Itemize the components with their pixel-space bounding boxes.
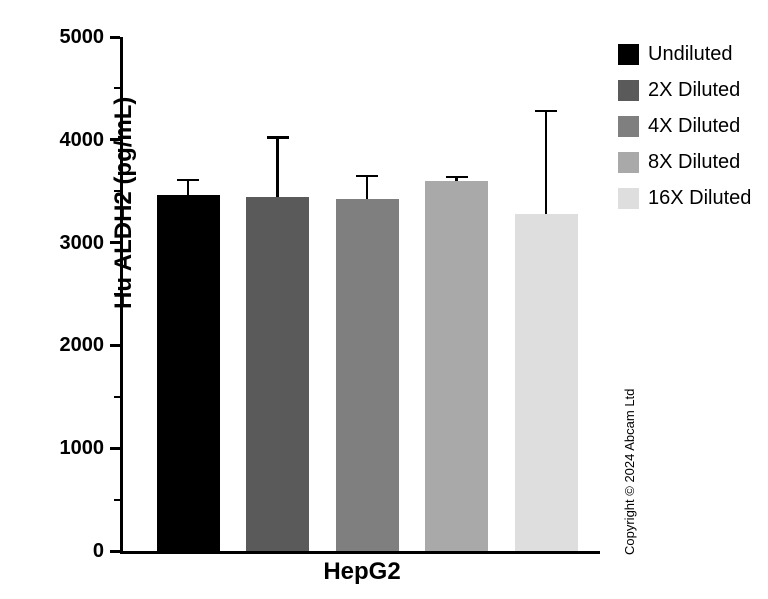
y-axis-title: Hu ALDH2 (pg/mL): [110, 96, 138, 309]
error-bar-line: [276, 137, 279, 198]
error-bar-line: [455, 176, 458, 181]
copyright-note: Copyright © 2024 Abcam Ltd: [622, 388, 637, 555]
bar-16x-diluted: [514, 213, 578, 551]
bar-4x-diluted: [335, 199, 399, 551]
y-tick-label: 4000: [59, 128, 105, 151]
error-bar-cap: [266, 136, 289, 139]
error-bar-line: [365, 175, 369, 200]
x-axis-title: HepG2: [323, 558, 401, 585]
y-major-tick: [110, 549, 120, 553]
y-tick-label: 2000: [59, 334, 105, 357]
legend-label: 4X Diluted: [648, 115, 741, 137]
y-major-tick: [110, 241, 120, 245]
y-minor-tick: [114, 190, 120, 193]
legend-item: 2X Diluted: [618, 79, 751, 101]
legend-label: 8X Diluted: [648, 151, 741, 173]
error-bar-line: [186, 179, 190, 196]
y-major-tick: [110, 446, 120, 450]
y-minor-tick: [114, 498, 120, 501]
legend-item: Undiluted: [618, 43, 751, 65]
legend-label: 16X Diluted: [648, 187, 752, 209]
y-tick-label: 1000: [59, 437, 105, 460]
y-minor-tick: [114, 87, 120, 90]
legend: Undiluted 2X Diluted 4X Diluted 8X Diluted 1…: [618, 43, 752, 224]
error-bar-cap: [356, 174, 378, 178]
y-tick-label: 0: [92, 540, 104, 562]
error-bar-cap: [535, 109, 557, 113]
bar-8x-diluted: [425, 180, 488, 551]
bar-undiluted: [156, 195, 220, 551]
legend-swatch: [618, 116, 639, 137]
y-major-tick: [110, 35, 120, 39]
error-bar-cap: [445, 175, 468, 179]
y-minor-tick: [114, 395, 120, 398]
legend-swatch: [618, 44, 639, 65]
legend-label: 2X Diluted: [648, 79, 741, 101]
legend-item: 4X Diluted: [618, 115, 751, 137]
y-major-tick: [110, 138, 120, 142]
error-bar-cap: [177, 178, 199, 182]
legend-swatch: [618, 152, 639, 173]
legend-item: 8X Diluted: [618, 151, 751, 173]
error-bar-line: [544, 111, 548, 214]
y-minor-tick: [114, 293, 120, 295]
y-tick-label: 5000: [59, 26, 105, 48]
legend-swatch: [618, 80, 639, 101]
legend-item: 16X Diluted: [618, 187, 752, 209]
y-axis-line: [120, 37, 123, 554]
bar-2x-diluted: [246, 197, 309, 551]
legend-swatch: [618, 188, 639, 209]
legend-label: Undiluted: [648, 43, 733, 65]
y-tick-label: 3000: [59, 231, 105, 254]
x-axis-line: [120, 551, 600, 554]
y-major-tick: [110, 343, 120, 347]
